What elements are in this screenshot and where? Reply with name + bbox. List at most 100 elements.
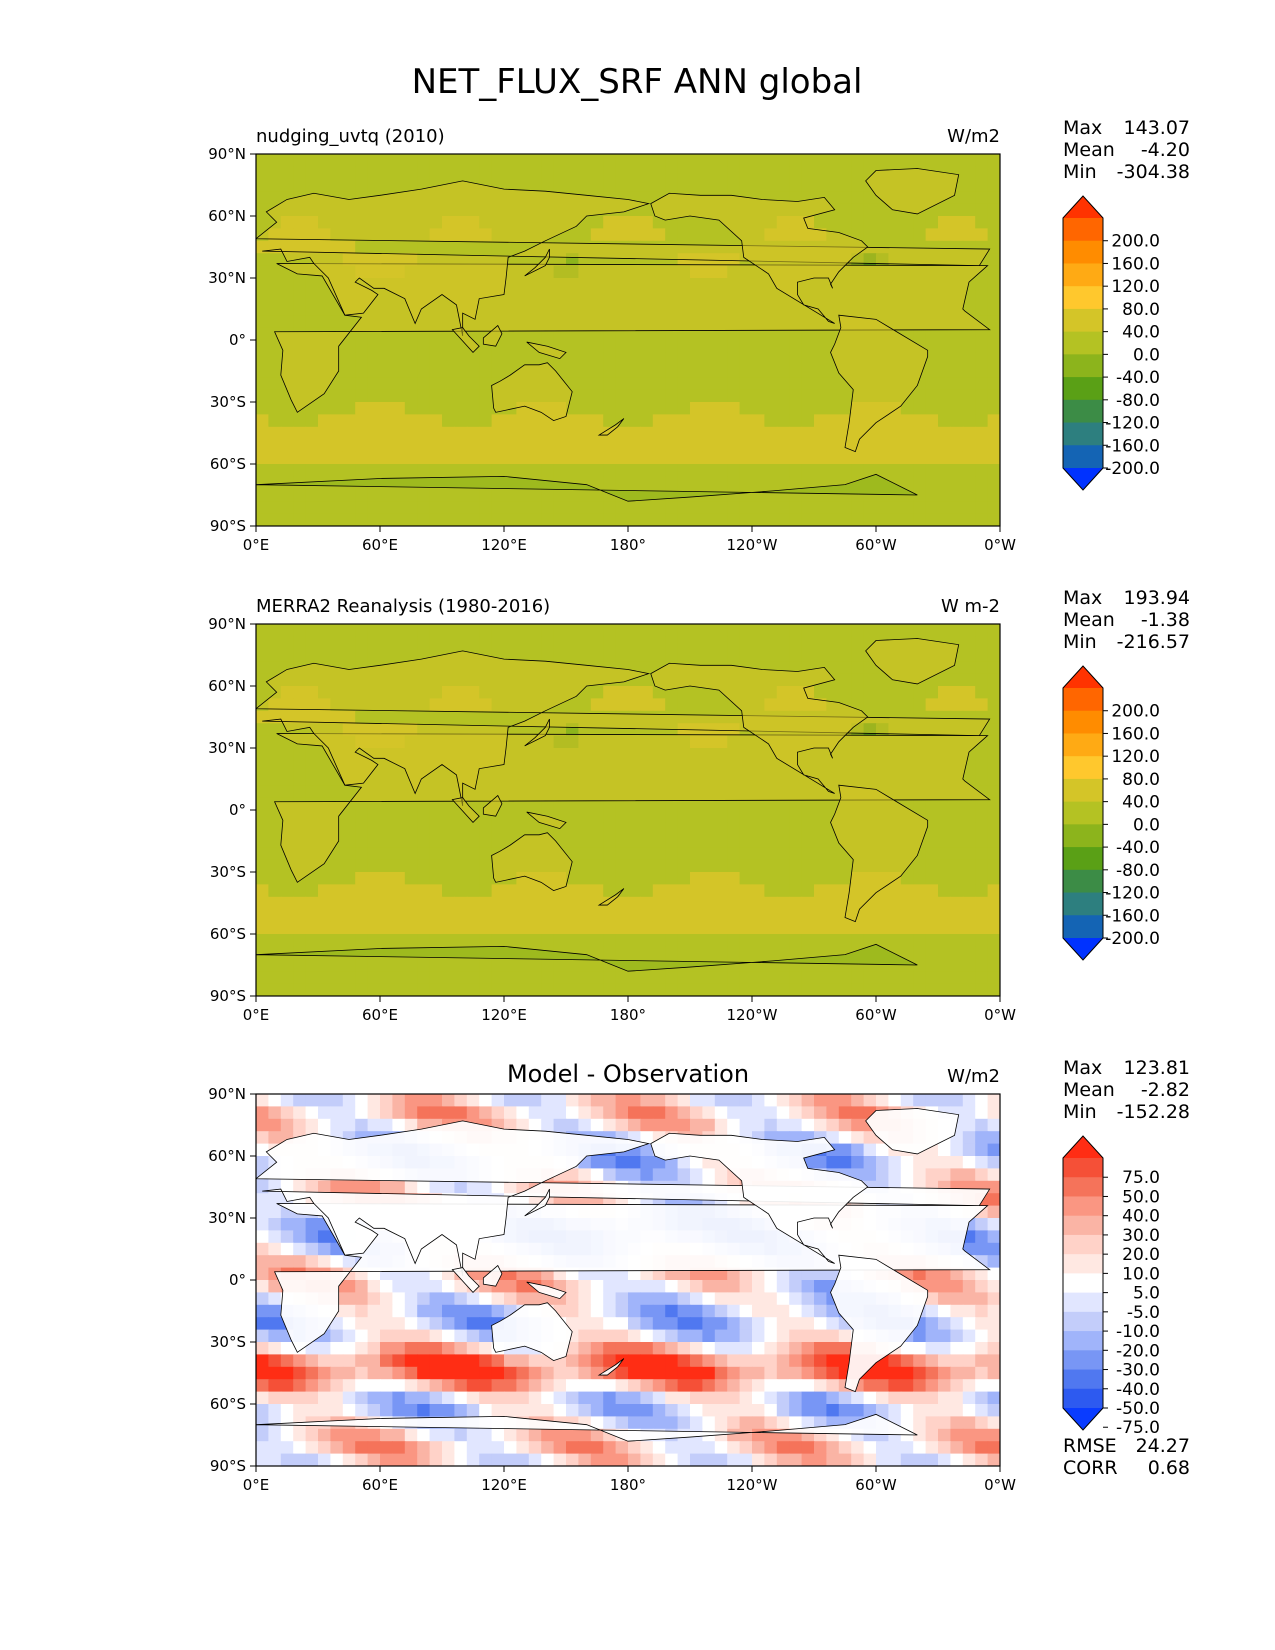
field-cell (913, 896, 927, 910)
field-cell (380, 451, 393, 465)
field-cell (913, 1267, 927, 1281)
colorbar-segment (1063, 399, 1103, 424)
field-cell (913, 958, 927, 972)
field-cell (925, 934, 939, 947)
stat-label: Min (1063, 161, 1097, 183)
field-cell (615, 340, 629, 353)
field-cell (863, 971, 877, 985)
field-cell (925, 797, 939, 811)
field-cell (566, 921, 579, 935)
field-cell (652, 698, 666, 712)
field-cell (962, 154, 976, 167)
field-cell (504, 822, 517, 836)
field-cell (752, 1304, 765, 1318)
field-cell (293, 464, 307, 477)
field-cell (380, 1180, 393, 1194)
field-cell (442, 1292, 455, 1306)
field-cell (925, 364, 939, 378)
field-cell (727, 426, 741, 440)
field-cell (752, 971, 765, 985)
field-cell (938, 896, 951, 910)
field-cell (962, 673, 976, 687)
field-cell (491, 1304, 505, 1318)
field-cell (603, 1106, 617, 1120)
field-cell (962, 501, 976, 515)
field-cell (380, 501, 393, 515)
field-cell (826, 909, 840, 923)
field-cell (814, 983, 827, 996)
field-cell (578, 464, 592, 477)
field-cell (516, 154, 530, 167)
field-cell (702, 1317, 716, 1331)
field-cell (318, 983, 331, 996)
field-cell (491, 1180, 505, 1194)
field-cell (293, 278, 307, 291)
colorbar-extend-min (1063, 468, 1103, 490)
field-cell (714, 1118, 728, 1132)
field-cell (789, 1106, 803, 1120)
field-cell (665, 513, 679, 526)
field-cell (342, 921, 356, 935)
field-cell (280, 636, 294, 650)
field-cell (318, 909, 331, 923)
field-cell (603, 166, 617, 180)
field-cell (516, 464, 530, 477)
field-cell (541, 166, 555, 180)
field-cell (888, 884, 902, 898)
field-cell (801, 884, 815, 898)
field-cell (256, 785, 269, 799)
field-cell (814, 426, 827, 440)
field-cell (702, 872, 716, 885)
field-cell (466, 154, 480, 167)
field-cell (876, 983, 889, 996)
field-cell (404, 340, 418, 353)
field-cell (603, 884, 617, 898)
field-cell (330, 636, 344, 650)
colorbar-label: 40.0 (1122, 793, 1160, 813)
field-cell (380, 909, 393, 923)
field-cell (690, 909, 703, 923)
field-cell (280, 934, 294, 947)
field-cell (863, 1156, 877, 1169)
field-cell (640, 216, 654, 229)
field-cell (367, 909, 381, 923)
x-tick-label: 120°W (727, 1006, 778, 1024)
coastline (256, 943, 918, 996)
field-cell (541, 439, 555, 453)
field-cell (305, 636, 319, 650)
field-cell (851, 1131, 865, 1145)
field-cell (727, 971, 741, 985)
field-cell (938, 1156, 951, 1169)
field-cell (367, 834, 381, 848)
field-cell (256, 834, 269, 848)
field-cell (504, 1106, 517, 1120)
field-cell (268, 513, 282, 526)
field-cell (615, 1317, 629, 1331)
colorbar-segment (1063, 915, 1103, 939)
field-cell (566, 166, 579, 180)
field-cell (950, 946, 964, 960)
field-cell (987, 352, 1000, 366)
field-cell (615, 1292, 629, 1306)
field-cell (801, 154, 815, 167)
field-cell (380, 464, 393, 477)
field-cell (950, 983, 964, 996)
field-cell (652, 909, 666, 923)
field-cell (900, 983, 914, 996)
field-cell (950, 327, 964, 341)
field-cell (727, 327, 741, 341)
field-cell (342, 352, 356, 366)
field-cell (652, 971, 666, 985)
field-cell (925, 488, 939, 502)
field-cell (838, 921, 852, 935)
field-cell (888, 501, 902, 515)
field-cell (975, 377, 989, 391)
field-cell (392, 240, 406, 254)
field-cell (677, 439, 691, 453)
field-cell (814, 352, 827, 366)
field-cell (256, 1143, 269, 1157)
field-cell (938, 934, 951, 947)
field-cell (913, 797, 927, 811)
field-cell (429, 364, 443, 378)
field-cell (739, 934, 753, 947)
